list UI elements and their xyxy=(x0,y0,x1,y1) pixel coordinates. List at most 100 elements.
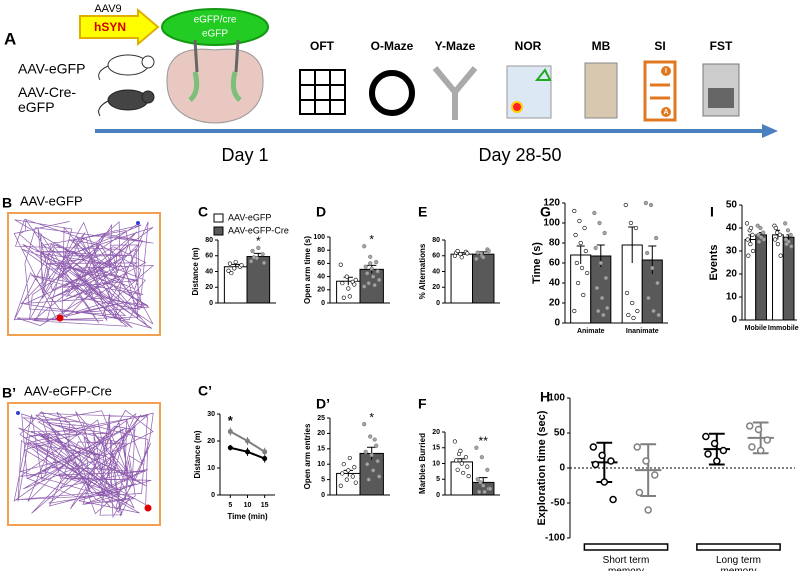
data-point xyxy=(459,461,464,466)
data-point xyxy=(713,457,721,465)
data-point xyxy=(605,305,610,311)
data-point xyxy=(635,488,644,497)
brain-section xyxy=(166,39,264,124)
data-point xyxy=(350,474,355,479)
data-point xyxy=(607,457,615,465)
data-point xyxy=(598,260,603,266)
data-point xyxy=(341,295,346,300)
data-point xyxy=(596,308,601,314)
y-tick-label: 40 xyxy=(726,223,738,234)
data-point xyxy=(783,221,788,226)
error-bar xyxy=(640,443,657,497)
data-point xyxy=(599,295,605,301)
y-tick-label: 0 xyxy=(559,463,565,474)
y-tick-label: 0 xyxy=(211,492,215,499)
y-tick-label: 0 xyxy=(436,300,440,307)
data-point xyxy=(352,465,357,470)
data-point xyxy=(589,443,598,451)
y-tick-label: 20 xyxy=(549,298,561,309)
data-point xyxy=(574,260,579,266)
data-point xyxy=(474,256,479,262)
y-tick-label: 20 xyxy=(726,269,738,280)
data-point xyxy=(754,425,763,434)
data-point xyxy=(452,439,458,444)
data-point xyxy=(648,202,654,208)
y-tick-label: 10 xyxy=(317,461,325,468)
data-point xyxy=(643,200,648,206)
legend-swatch xyxy=(213,213,224,223)
data-point xyxy=(594,285,600,291)
data-point xyxy=(363,264,368,269)
y-tick-label: -100 xyxy=(545,533,565,544)
test-label: MB xyxy=(592,39,611,53)
panel-label: G xyxy=(540,204,551,220)
data-point xyxy=(788,232,793,237)
group-label: AAV-eGFP xyxy=(18,61,85,77)
test-label: OFT xyxy=(310,39,335,53)
bar xyxy=(246,256,271,304)
data-point xyxy=(346,286,351,291)
data-point xyxy=(377,277,382,283)
data-point xyxy=(338,262,343,267)
data-point xyxy=(644,506,652,514)
data-point xyxy=(455,467,460,472)
panel-label: H xyxy=(540,389,550,405)
data-point xyxy=(353,277,358,283)
data-point xyxy=(624,290,630,296)
data-point xyxy=(719,446,728,455)
data-point xyxy=(591,460,600,469)
data-point xyxy=(366,281,371,286)
panel-label: B xyxy=(2,195,12,211)
data-point xyxy=(344,477,349,482)
data-point xyxy=(746,253,751,258)
bar xyxy=(359,452,384,496)
y-axis-label: Distance (m) xyxy=(193,430,202,478)
data-point xyxy=(745,422,754,430)
y-tick-label: 0 xyxy=(209,300,213,307)
data-point xyxy=(456,451,462,457)
test-label: SI xyxy=(654,39,665,53)
x-tick-label: 5 xyxy=(228,502,232,509)
data-point xyxy=(465,464,470,469)
data-point xyxy=(232,266,237,271)
bar xyxy=(450,253,473,304)
track-end xyxy=(144,504,152,512)
data-point xyxy=(626,312,631,318)
y-axis-label: Time (s) xyxy=(531,242,543,284)
x-tick-label: Short term memory xyxy=(602,555,650,571)
data-point xyxy=(340,281,345,286)
test-icons xyxy=(299,60,740,122)
y-tick-label: 10 xyxy=(432,460,440,467)
point xyxy=(227,445,233,451)
y-tick-label: -50 xyxy=(551,498,566,509)
data-point xyxy=(475,477,480,482)
promoter-label: hSYN xyxy=(94,20,126,34)
data-point xyxy=(251,255,257,260)
data-point xyxy=(347,455,352,461)
y-axis-label: Marbles Burried xyxy=(418,433,427,494)
data-point xyxy=(748,443,756,451)
y-tick-label: 40 xyxy=(317,273,325,280)
data-point xyxy=(784,242,789,247)
y-tick-label: 120 xyxy=(543,198,560,209)
data-point xyxy=(227,261,232,266)
data-point xyxy=(482,489,487,494)
data-point xyxy=(478,480,483,485)
panel-label: C’ xyxy=(198,383,212,399)
data-point xyxy=(487,486,493,491)
data-point xyxy=(592,210,597,216)
data-point xyxy=(655,280,660,286)
data-point xyxy=(362,284,367,289)
x-tick-label: Inanimate xyxy=(626,328,659,335)
y-tick-label: 60 xyxy=(432,253,440,260)
y-tick-label: 0 xyxy=(436,492,440,499)
x-tick-label: Mobile xyxy=(745,325,767,332)
significance: ** xyxy=(479,434,489,448)
y-tick-label: 15 xyxy=(317,446,325,453)
y-axis-label: % Alternations xyxy=(418,243,427,299)
data-point xyxy=(463,455,468,460)
point xyxy=(227,429,233,435)
y-tick-label: 20 xyxy=(432,284,440,291)
data-point xyxy=(763,436,772,444)
